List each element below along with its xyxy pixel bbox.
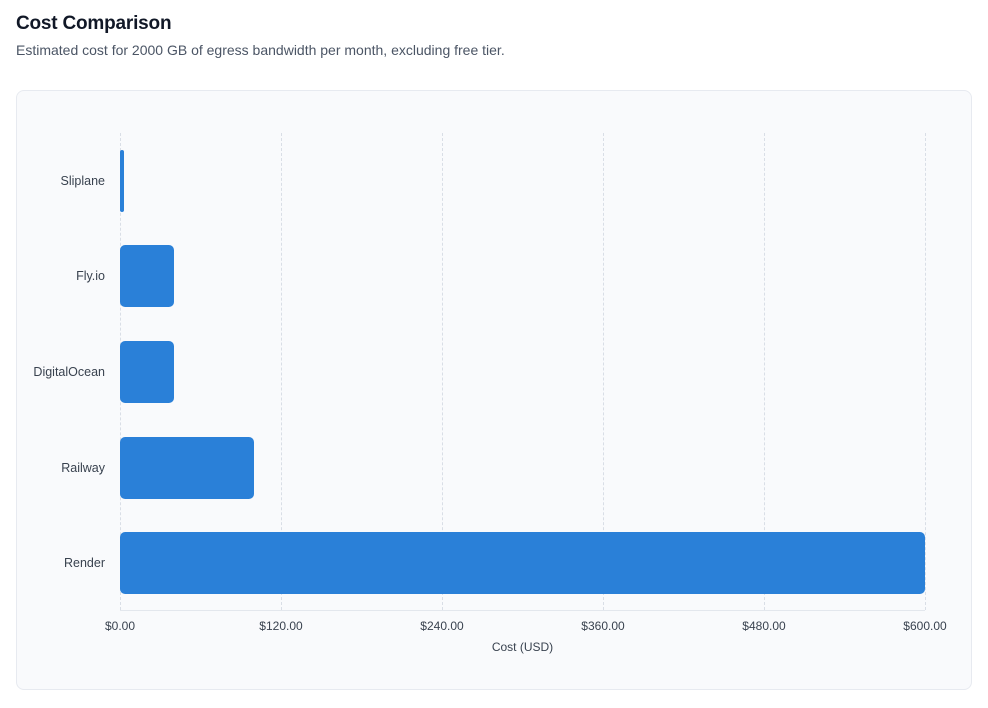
- x-tick-label: $120.00: [259, 619, 303, 633]
- bar-row: DigitalOcean: [33, 324, 925, 420]
- category-label: DigitalOcean: [33, 364, 105, 379]
- bar[interactable]: [120, 436, 255, 499]
- page-title: Cost Comparison: [16, 13, 172, 34]
- x-tick-label: $480.00: [742, 619, 786, 633]
- gridline: [925, 133, 926, 610]
- chart-card: Cost (USD) $0.00 $120.00 $240.00 $360.00 $48…: [16, 90, 972, 690]
- gridline: [281, 133, 282, 610]
- gridline: [603, 133, 604, 610]
- x-tick-label: $360.00: [581, 619, 625, 633]
- bar-row: Fly.io: [76, 229, 925, 325]
- gridline: [442, 133, 443, 610]
- plot-area: Cost (USD) $0.00 $120.00 $240.00 $360.00 $48…: [33, 133, 947, 654]
- bar[interactable]: [120, 532, 925, 595]
- bar-row: Render: [64, 515, 925, 611]
- category-label: Fly.io: [76, 269, 105, 284]
- bar[interactable]: [120, 149, 125, 212]
- x-axis-title: Cost (USD): [491, 640, 554, 654]
- bar[interactable]: [120, 340, 174, 403]
- bar[interactable]: [120, 245, 174, 308]
- bar-row: Sliplane: [61, 133, 925, 229]
- x-tick-label: $0.00: [104, 619, 136, 633]
- page-header: Cost Comparison Estimated cost for 2000 …: [0, 0, 988, 58]
- gridline: [764, 133, 765, 610]
- bar-row: Railway: [61, 420, 925, 516]
- x-tick-label: $600.00: [903, 619, 947, 633]
- category-label: Railway: [61, 460, 105, 475]
- category-label: Render: [64, 556, 105, 571]
- category-label: Sliplane: [60, 173, 105, 188]
- x-tick-label: $240.00: [420, 619, 464, 633]
- page-subtitle: Estimated cost for 2000 GB of egress ban…: [16, 42, 505, 58]
